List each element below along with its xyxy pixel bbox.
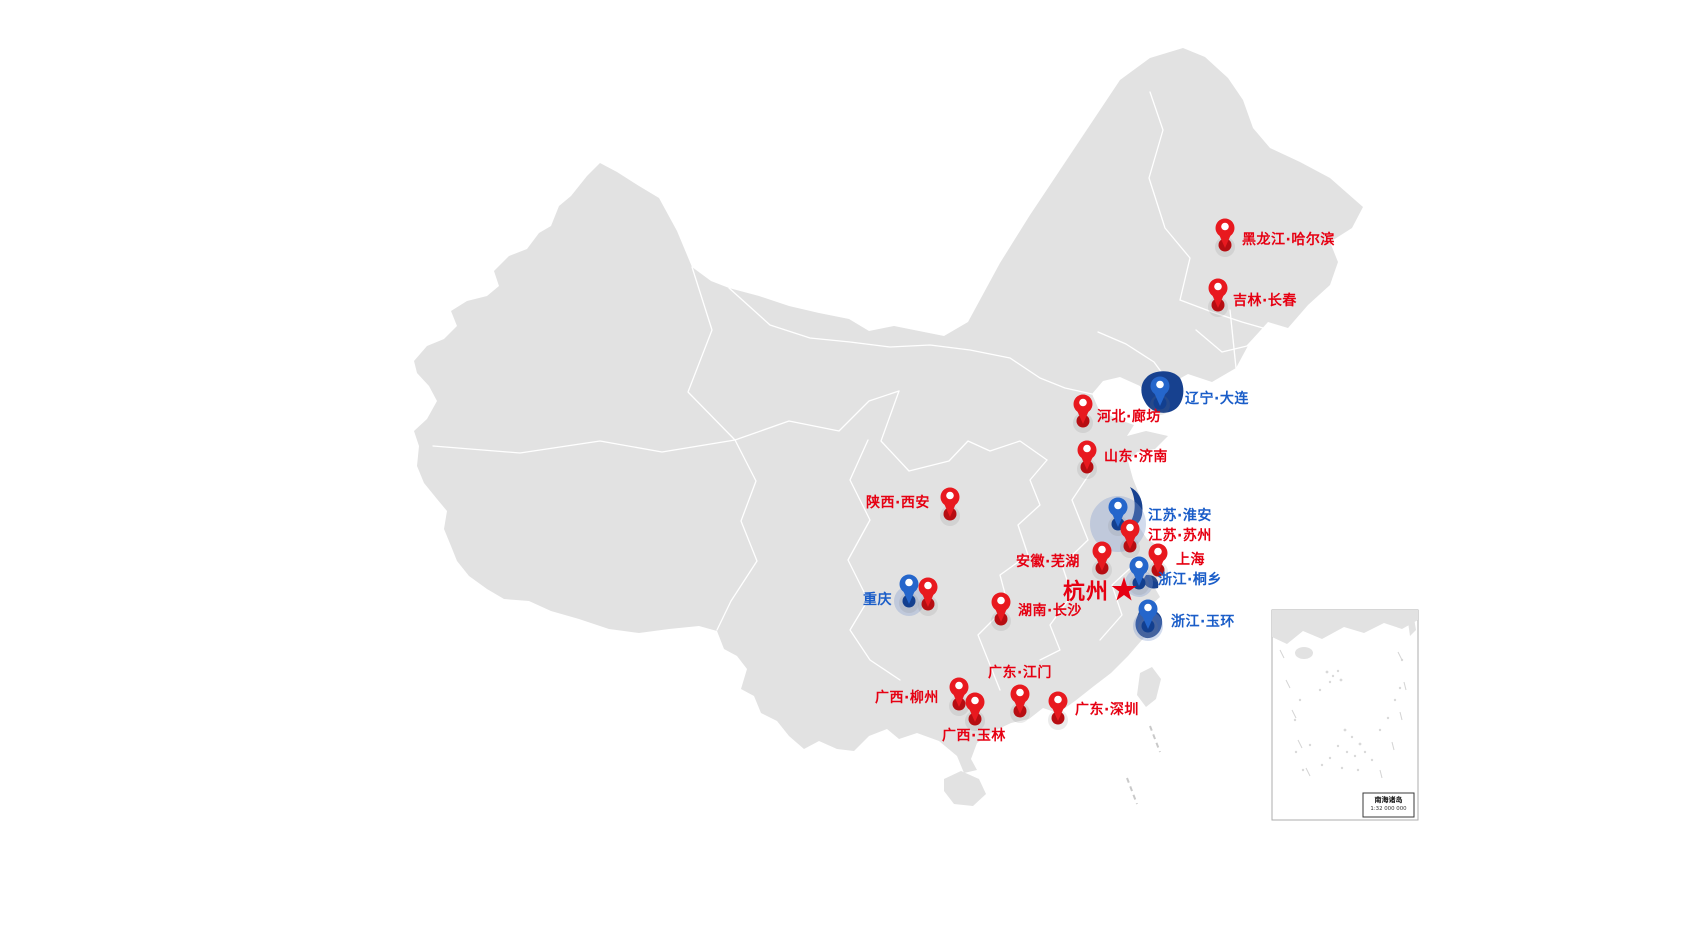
sea-boundary-dashes <box>1126 725 1161 805</box>
location-pin-blue[interactable] <box>894 574 924 617</box>
inset-islands <box>1293 658 1404 772</box>
location-pin-red[interactable] <box>965 692 985 732</box>
location-pin-red[interactable] <box>949 677 969 717</box>
location-pin-red[interactable] <box>918 577 938 617</box>
inset-hainan <box>1295 647 1313 659</box>
location-pin-red[interactable] <box>1073 394 1093 434</box>
pin-dot-icon <box>971 696 979 705</box>
pin-dot-icon <box>1126 523 1134 532</box>
location-pin-red[interactable] <box>991 592 1011 632</box>
pin-dot-icon <box>1154 547 1162 556</box>
location-pin-red[interactable] <box>1148 543 1168 583</box>
china-mainland <box>414 48 1363 806</box>
pin-dot-icon <box>924 581 932 590</box>
hainan-island <box>944 771 986 806</box>
location-pin-red[interactable] <box>1092 541 1112 581</box>
pin-dot-icon <box>997 596 1005 605</box>
location-pin-blue[interactable] <box>1133 599 1163 642</box>
hangzhou-star[interactable] <box>1111 577 1137 601</box>
pin-dot-icon <box>946 491 954 500</box>
province-borders <box>432 91 1271 691</box>
pin-dot-icon <box>1156 380 1164 389</box>
inset-boundary-dashes <box>1279 649 1407 779</box>
pin-dot-icon <box>1098 545 1106 554</box>
pin-dot-icon <box>1079 398 1087 407</box>
south-china-sea-inset <box>1271 609 1419 821</box>
pin-dot-icon <box>1114 501 1122 510</box>
pin-dot-icon <box>955 681 963 690</box>
inset-frame <box>1271 609 1419 821</box>
pin-dot-icon <box>1054 695 1062 704</box>
inset-coastline <box>1272 610 1418 644</box>
pin-dot-icon <box>1083 444 1091 453</box>
inset-taiwan <box>1408 618 1416 636</box>
pins-layer <box>894 218 1235 732</box>
pin-dot-icon <box>1016 688 1024 697</box>
location-pin-red[interactable] <box>1208 278 1228 318</box>
location-pin-red[interactable] <box>1010 684 1030 724</box>
jiangsu-highlight-region <box>1128 487 1143 527</box>
pin-dot-icon <box>1214 282 1222 291</box>
pin-dot-icon <box>1221 222 1229 231</box>
location-pin-red[interactable] <box>1120 519 1140 559</box>
tongxiang-highlight-region <box>1143 574 1159 589</box>
location-pin-red[interactable] <box>1048 691 1068 731</box>
location-pin-red[interactable] <box>1215 218 1235 258</box>
pin-dot-icon <box>905 578 913 587</box>
location-pin-blue[interactable] <box>1150 376 1170 416</box>
taiwan-island <box>1137 667 1161 707</box>
pin-dot-icon <box>1144 603 1152 612</box>
location-pin-red[interactable] <box>940 487 960 527</box>
pin-dot-icon <box>1135 560 1143 569</box>
location-pin-red[interactable] <box>1077 440 1097 480</box>
inset-caption-box <box>1362 792 1415 818</box>
mainland-shape <box>414 48 1363 773</box>
